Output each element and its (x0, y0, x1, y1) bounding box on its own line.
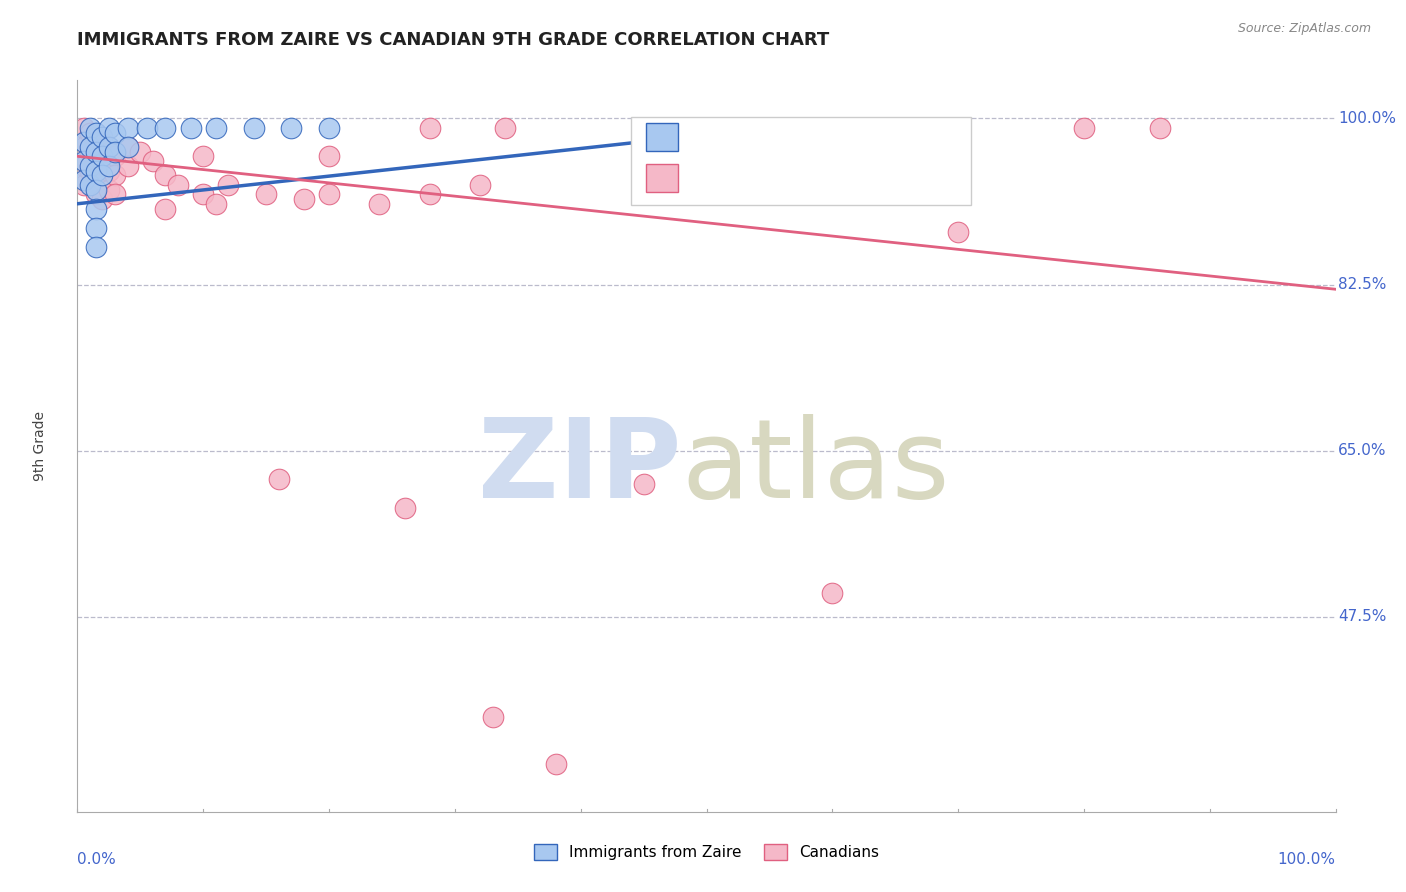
Text: 9th Grade: 9th Grade (32, 411, 46, 481)
Point (84, 130, 107, 145)
Point (821, 586, 844, 600)
Point (481, 710, 503, 724)
Text: ZIP: ZIP (478, 415, 682, 522)
Text: R =  0.501   N = 31: R = 0.501 N = 31 (692, 132, 853, 151)
Point (91, 173, 114, 187)
Point (419, 120, 441, 135)
Point (155, 120, 177, 135)
Point (91, 192, 114, 206)
Point (84, 187, 107, 202)
Point (72, 154, 94, 169)
Point (97, 159, 120, 173)
Point (97, 145, 120, 159)
FancyBboxPatch shape (647, 164, 678, 192)
Point (91, 154, 114, 169)
Text: 100.0%: 100.0% (1339, 111, 1396, 126)
Point (155, 202, 177, 216)
Text: atlas: atlas (682, 415, 950, 522)
Point (97, 120, 120, 135)
Point (318, 120, 340, 135)
Point (948, 225, 970, 239)
Point (142, 154, 165, 169)
Point (1073, 120, 1095, 135)
Point (217, 178, 239, 192)
Point (97, 140, 120, 154)
Point (79, 159, 101, 173)
Point (191, 187, 215, 202)
Point (104, 187, 127, 202)
Point (191, 149, 215, 163)
Point (318, 187, 340, 202)
Text: Source: ZipAtlas.com: Source: ZipAtlas.com (1237, 22, 1371, 36)
Point (155, 168, 177, 182)
Point (117, 159, 139, 173)
Point (104, 126, 127, 140)
Point (79, 145, 101, 159)
Point (84, 202, 107, 216)
Point (97, 182, 120, 196)
Point (84, 239, 107, 253)
Point (91, 135, 114, 149)
Point (204, 196, 226, 211)
Point (1149, 120, 1171, 135)
Point (91, 149, 114, 163)
Text: 47.5%: 47.5% (1339, 609, 1386, 624)
Point (117, 140, 139, 154)
Point (318, 149, 340, 163)
Point (129, 145, 152, 159)
Point (104, 168, 127, 182)
Point (84, 182, 107, 196)
Point (84, 126, 107, 140)
Point (419, 187, 441, 202)
Point (72, 120, 94, 135)
Text: 100.0%: 100.0% (1278, 852, 1336, 867)
Point (79, 120, 101, 135)
Text: 65.0%: 65.0% (1339, 443, 1386, 458)
Point (394, 500, 416, 515)
Point (117, 120, 139, 135)
Point (97, 163, 120, 178)
Point (91, 168, 114, 182)
Point (292, 192, 315, 206)
Point (758, 120, 780, 135)
Point (242, 120, 264, 135)
Point (544, 757, 567, 772)
Point (104, 145, 127, 159)
Legend: Immigrants from Zaire, Canadians: Immigrants from Zaire, Canadians (527, 838, 886, 866)
Text: IMMIGRANTS FROM ZAIRE VS CANADIAN 9TH GRADE CORRELATION CHART: IMMIGRANTS FROM ZAIRE VS CANADIAN 9TH GR… (77, 31, 830, 49)
Point (633, 477, 655, 491)
Point (72, 135, 94, 149)
Point (494, 120, 516, 135)
Text: R = -0.162   N = 51: R = -0.162 N = 51 (692, 174, 855, 192)
Point (267, 472, 290, 486)
Point (72, 140, 94, 154)
Point (84, 220, 107, 235)
Point (280, 120, 302, 135)
Point (254, 187, 277, 202)
Point (79, 163, 101, 178)
Point (117, 140, 139, 154)
FancyBboxPatch shape (631, 117, 970, 204)
FancyBboxPatch shape (647, 123, 678, 151)
Point (135, 120, 157, 135)
Point (468, 178, 491, 192)
Text: 0.0%: 0.0% (77, 852, 117, 867)
Point (204, 120, 226, 135)
Point (72, 173, 94, 187)
Point (84, 149, 107, 163)
Point (104, 149, 127, 163)
Point (79, 126, 101, 140)
Point (180, 120, 202, 135)
Point (79, 178, 101, 192)
Point (79, 140, 101, 154)
Point (84, 168, 107, 182)
Point (84, 163, 107, 178)
Point (91, 130, 114, 145)
Point (368, 196, 391, 211)
Point (84, 145, 107, 159)
Point (72, 178, 94, 192)
Point (167, 178, 190, 192)
Text: 82.5%: 82.5% (1339, 277, 1386, 292)
Point (72, 159, 94, 173)
